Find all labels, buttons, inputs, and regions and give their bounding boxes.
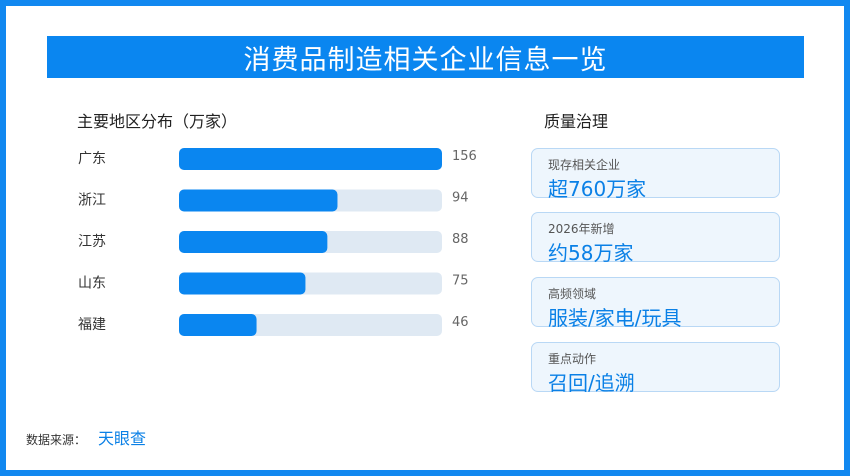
category-label: 山东 <box>78 276 106 292</box>
source-label: 数据来源： <box>26 433 87 447</box>
bar <box>179 231 328 253</box>
value-label: 75 <box>452 274 469 289</box>
stat-card-value: 约58万家 <box>548 241 634 265</box>
bar <box>179 314 257 336</box>
bar <box>179 272 306 295</box>
stat-card-label: 高频领域 <box>548 287 597 301</box>
value-label: 156 <box>452 149 477 164</box>
stat-card-existing: 现存相关企业 超760万家 <box>531 148 780 201</box>
stat-card-value: 超760万家 <box>548 177 647 201</box>
data-source: 数据来源： 天眼查 <box>26 425 146 449</box>
bar <box>179 148 442 170</box>
bar <box>179 189 338 212</box>
stat-card-actions: 重点动作 召回/追溯 <box>531 342 780 395</box>
stat-card-value: 召回/追溯 <box>548 371 635 395</box>
chart-heading: 主要地区分布（万家） <box>77 112 238 131</box>
stat-card-value: 服装/家电/玩具 <box>548 306 682 330</box>
value-label: 46 <box>452 315 469 330</box>
stat-card-new-2026: 2026年新增 约58万家 <box>531 212 780 265</box>
stat-card-label: 2026年新增 <box>548 222 615 236</box>
source-link[interactable]: 天眼查 <box>98 429 147 448</box>
stat-card-label: 现存相关企业 <box>548 158 621 172</box>
value-label: 94 <box>452 191 469 206</box>
value-label: 88 <box>452 232 469 247</box>
quality-heading: 质量治理 <box>544 112 609 131</box>
category-label: 广东 <box>78 151 106 167</box>
stat-card-label: 重点动作 <box>548 352 597 366</box>
page-title: 消费品制造相关企业信息一览 <box>47 36 804 78</box>
category-label: 福建 <box>78 317 106 333</box>
stat-card-domains: 高频领域 服装/家电/玩具 <box>531 277 780 330</box>
category-label: 江苏 <box>78 234 106 250</box>
category-label: 浙江 <box>78 193 106 209</box>
